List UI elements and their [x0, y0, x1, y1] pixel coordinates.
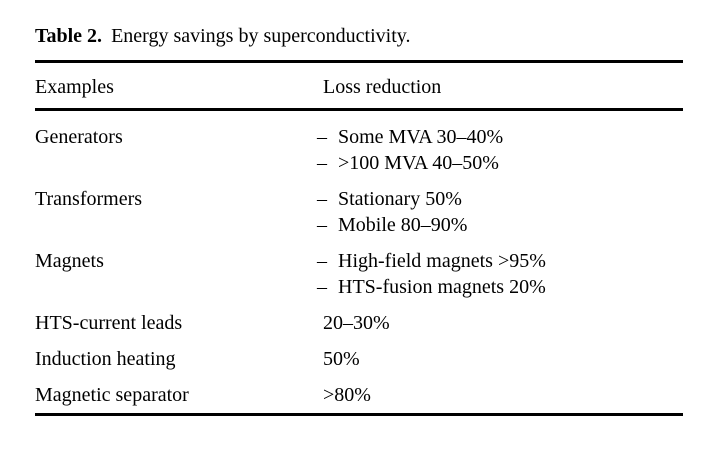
value-line: – HTS-fusion magnets 20%: [317, 274, 683, 300]
table-top-rule: [35, 60, 683, 63]
table-row-generators: Generators – Some MVA 30–40% – >100 MVA …: [35, 119, 683, 181]
value-line: >80%: [323, 382, 683, 408]
caption-label: Table 2.: [35, 25, 103, 47]
column-header-examples: Examples: [35, 76, 114, 98]
table-header-rule: [35, 108, 683, 111]
value-text: >80%: [323, 383, 371, 406]
value-cell: 20–30%: [323, 310, 683, 336]
table-row-magnets: Magnets – High-field magnets >95% – HTS-…: [35, 243, 683, 305]
value-cell: – Stationary 50% – Mobile 80–90%: [317, 186, 683, 238]
value-line: – High-field magnets >95%: [317, 248, 683, 274]
value-line: – Some MVA 30–40%: [317, 124, 683, 150]
dash-bullet: –: [317, 213, 327, 236]
value-line: 50%: [323, 346, 683, 372]
table-body: Generators – Some MVA 30–40% – >100 MVA …: [35, 111, 683, 413]
value-text: HTS-fusion magnets 20%: [338, 275, 546, 298]
column-header-loss-reduction: Loss reduction: [323, 76, 442, 98]
table-row-transformers: Transformers – Stationary 50% – Mobile 8…: [35, 181, 683, 243]
value-text: High-field magnets >95%: [338, 249, 546, 272]
example-cell: Generators: [35, 125, 123, 148]
example-cell: Induction heating: [35, 347, 176, 370]
value-text: >100 MVA 40–50%: [338, 151, 499, 174]
table-row-magnetic-separator: Magnetic separator >80%: [35, 377, 683, 413]
table-row-induction-heating: Induction heating 50%: [35, 341, 683, 377]
value-cell: 50%: [323, 346, 683, 372]
table-caption: Table 2. Energy savings by superconductiv…: [35, 24, 683, 48]
value-text: 20–30%: [323, 311, 390, 334]
dash-bullet: –: [317, 187, 327, 210]
value-text: 50%: [323, 347, 360, 370]
value-line: – Stationary 50%: [317, 186, 683, 212]
value-line: – >100 MVA 40–50%: [317, 150, 683, 176]
example-cell: Magnets: [35, 249, 104, 272]
value-cell: – Some MVA 30–40% – >100 MVA 40–50%: [317, 124, 683, 176]
value-cell: >80%: [323, 382, 683, 408]
value-line: 20–30%: [323, 310, 683, 336]
dash-bullet: –: [317, 275, 327, 298]
caption-text: Energy savings by superconductivity.: [111, 25, 411, 47]
table-bottom-rule: [35, 412, 683, 416]
value-line: – Mobile 80–90%: [317, 212, 683, 238]
value-text: Mobile 80–90%: [338, 213, 468, 236]
table-header-row: Examples Loss reduction: [35, 63, 683, 108]
example-cell: Magnetic separator: [35, 383, 189, 406]
value-text: Some MVA 30–40%: [338, 125, 504, 148]
example-cell: HTS-current leads: [35, 311, 183, 334]
dash-bullet: –: [317, 125, 327, 148]
example-cell: Transformers: [35, 187, 143, 210]
value-cell: – High-field magnets >95% – HTS-fusion m…: [317, 248, 683, 300]
dash-bullet: –: [317, 151, 327, 174]
table-row-hts-current-leads: HTS-current leads 20–30%: [35, 305, 683, 341]
value-text: Stationary 50%: [338, 187, 462, 210]
dash-bullet: –: [317, 249, 327, 272]
table-2: Table 2. Energy savings by superconductiv…: [35, 24, 683, 416]
